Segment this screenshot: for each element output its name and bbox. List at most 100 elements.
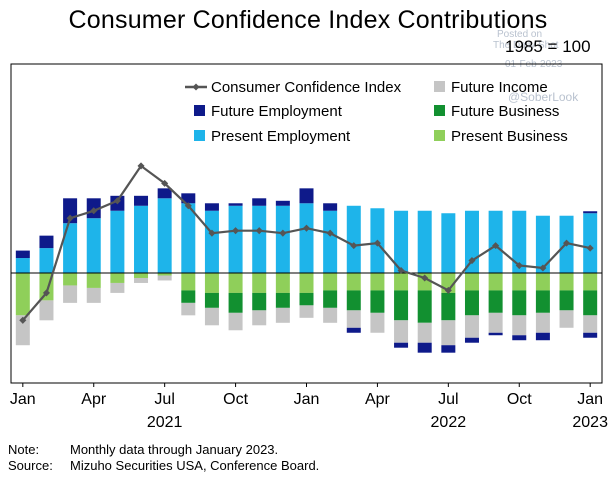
bar-future-employment — [204, 203, 219, 211]
bar-present-employment — [15, 258, 30, 273]
bar-future-business — [417, 290, 432, 323]
x-tick-label-month: Jan — [10, 391, 36, 408]
bar-present-business — [157, 273, 172, 276]
bar-present-employment — [488, 210, 503, 273]
bar-future-business — [181, 290, 196, 303]
note-label: Note: — [8, 442, 40, 457]
index-point — [563, 239, 571, 247]
x-tick-label-month: Oct — [223, 391, 248, 408]
legend-swatch-future-income — [434, 81, 445, 92]
bar-future-business — [559, 290, 574, 311]
bar-present-business — [512, 273, 527, 291]
index-point — [397, 266, 405, 275]
bar-present-business — [252, 273, 267, 293]
bar-future-employment — [15, 250, 30, 259]
bar-future-income — [583, 315, 598, 333]
bar-present-business — [228, 273, 243, 293]
bar-present-business — [559, 273, 574, 291]
bar-present-business — [86, 273, 101, 288]
index-point — [444, 286, 452, 294]
bar-present-employment — [441, 213, 456, 273]
bar-present-business — [134, 273, 149, 278]
bar-future-employment — [323, 203, 338, 211]
bar-future-income — [370, 312, 385, 333]
index-point — [113, 197, 121, 205]
source-label: Source: — [8, 458, 53, 473]
footer-source: Source: Mizuho Securities USA, Conference… — [8, 458, 319, 474]
bar-future-income — [441, 320, 456, 346]
legend-swatch-present-employment — [194, 130, 205, 141]
bar-future-income — [323, 307, 338, 323]
x-tick-label-year: 2021 — [147, 414, 183, 431]
bar-present-business — [204, 273, 219, 293]
index-point — [232, 227, 240, 235]
bar-present-employment — [512, 210, 527, 273]
bar-present-business — [535, 273, 550, 291]
index-point — [208, 229, 216, 237]
bar-present-business — [464, 273, 479, 291]
x-tick-label-year: 2023 — [572, 414, 608, 431]
bar-future-business — [299, 292, 314, 306]
chart-title: Consumer Confidence Index Contributions — [68, 6, 548, 34]
bar-present-employment — [252, 205, 267, 273]
bar-future-business — [512, 290, 527, 316]
bar-future-employment — [583, 211, 598, 214]
bar-future-employment — [417, 342, 432, 353]
bar-present-business — [370, 273, 385, 291]
bar-future-employment — [157, 188, 172, 199]
bar-future-business — [464, 290, 479, 316]
legend-label-present-business: Present Business — [451, 128, 568, 145]
bar-future-income — [488, 312, 503, 333]
bar-present-employment — [181, 203, 196, 273]
bar-present-business — [275, 273, 290, 293]
bar-future-employment — [488, 332, 503, 336]
bar-future-employment — [346, 327, 361, 333]
index-point — [492, 242, 500, 250]
index-point — [90, 207, 98, 215]
bar-present-business — [583, 273, 598, 291]
bar-present-employment — [110, 210, 125, 273]
bar-future-business — [441, 292, 456, 321]
bar-future-income — [275, 307, 290, 323]
bar-future-income — [39, 300, 54, 321]
index-point — [350, 242, 358, 250]
index-point — [373, 239, 381, 247]
index-point — [19, 316, 27, 324]
bar-future-employment — [275, 200, 290, 206]
bar-future-employment — [299, 188, 314, 204]
note-text: Monthly data through January 2023. — [70, 442, 279, 457]
bar-present-business — [299, 273, 314, 293]
bar-future-income — [15, 315, 30, 346]
bar-present-employment — [39, 248, 54, 273]
bar-present-employment — [275, 205, 290, 273]
bar-future-income — [228, 312, 243, 331]
bar-future-income — [417, 322, 432, 343]
index-point — [539, 264, 547, 272]
bar-future-income — [134, 277, 149, 283]
bar-future-business — [204, 292, 219, 308]
index-point — [515, 261, 523, 270]
bar-present-business — [394, 273, 409, 291]
index-point — [421, 274, 429, 282]
bar-future-business — [488, 290, 503, 313]
legend-swatch-present-business — [434, 130, 445, 141]
bar-future-business — [346, 290, 361, 311]
bar-future-income — [157, 275, 172, 281]
bar-future-income — [86, 287, 101, 303]
x-tick-label-month: Apr — [81, 391, 107, 408]
legend-swatch-future-business — [434, 105, 445, 116]
bar-present-employment — [535, 215, 550, 273]
bar-future-employment — [535, 332, 550, 341]
bar-future-income — [512, 315, 527, 336]
bar-present-business — [181, 273, 196, 291]
bar-present-employment — [346, 205, 361, 273]
bar-future-income — [204, 307, 219, 326]
bar-present-employment — [323, 210, 338, 273]
bar-present-employment — [394, 210, 409, 273]
bar-future-income — [63, 285, 78, 303]
bar-future-income — [559, 310, 574, 328]
index-point — [326, 229, 334, 237]
bar-future-business — [535, 290, 550, 313]
bar-future-business — [370, 290, 385, 313]
x-tick-label-month: Jul — [438, 391, 458, 408]
